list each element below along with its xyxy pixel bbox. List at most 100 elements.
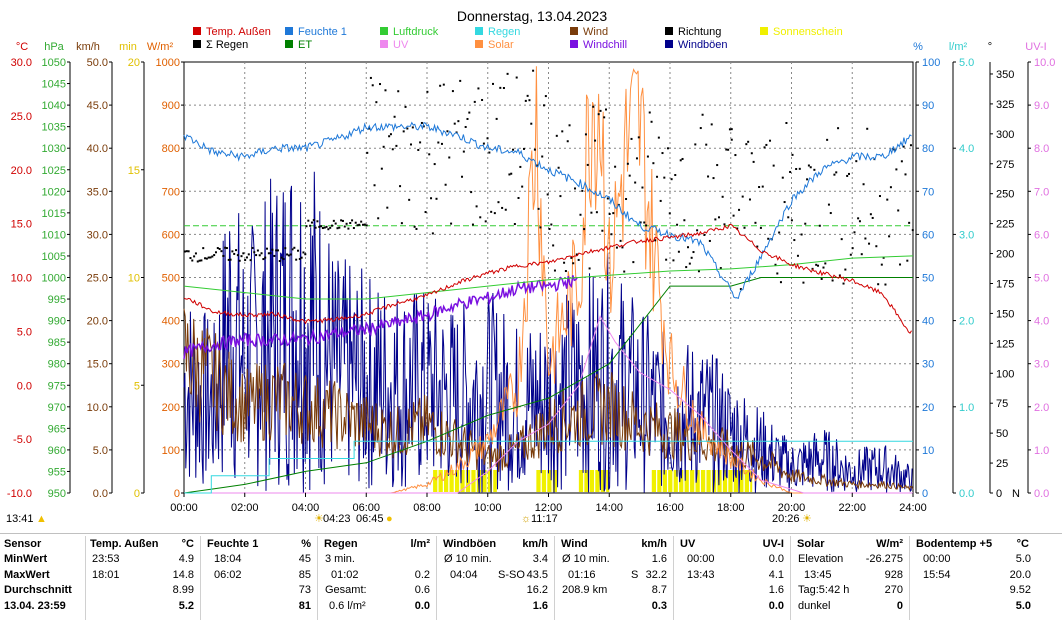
direction-dot [296, 249, 299, 252]
sunshine-bar [717, 470, 722, 492]
stats-value: 0.0 [768, 599, 784, 612]
direction-dot [783, 201, 786, 204]
tick-label: 955 [48, 466, 66, 478]
stats-value: 928 [884, 568, 903, 581]
direction-dot [897, 209, 900, 212]
stats-temp-unit: °C [181, 538, 194, 550]
stats-regen-title: Regen [324, 538, 358, 550]
direction-dot [612, 212, 615, 215]
direction-dot [621, 246, 624, 249]
sunshine-bar [744, 470, 749, 492]
direction-dot [815, 263, 818, 266]
stats-value: 1.6 [532, 599, 548, 612]
right-axes: %1009080706050403020100l/m²5.04.03.02.01… [913, 41, 1055, 500]
direction-dot [426, 90, 429, 93]
direction-dot [373, 184, 376, 187]
direction-dot [603, 116, 606, 119]
direction-dot [444, 183, 447, 186]
stats-value: -26.275 [865, 553, 903, 565]
direction-dot [258, 254, 261, 257]
direction-dot [559, 195, 562, 198]
direction-dot [512, 148, 515, 151]
stats-feuchte-title: Feuchte 1 [207, 538, 259, 550]
axis-unit: km/h [76, 41, 100, 53]
direction-dot [822, 266, 825, 269]
direction-dot [748, 198, 751, 201]
direction-dot [267, 252, 270, 255]
direction-dot [211, 255, 214, 258]
direction-dot [772, 164, 775, 167]
direction-dot [377, 217, 380, 220]
sunshine-bar [679, 470, 684, 492]
tick-label: 325 [996, 99, 1014, 111]
direction-dot [325, 225, 328, 228]
stats-wind: Wind km/h Ø 10 min. 1.6 01:16 S 32.2 208.9 k… [556, 536, 674, 620]
sunshine-bar [541, 470, 547, 492]
direction-dot [442, 83, 445, 86]
direction-dot [677, 250, 680, 253]
direction-dot [752, 160, 755, 163]
direction-dot [207, 256, 210, 259]
tick-label: 1030 [42, 143, 66, 155]
tick-label: 08:00 [413, 502, 441, 514]
direction-dot [497, 201, 500, 204]
stats-uv-title: UV [680, 538, 696, 550]
tick-label: 1000 [156, 57, 180, 69]
sunshine-bar [690, 470, 695, 492]
sunshine-bar [460, 470, 465, 492]
tick-label: 70 [922, 186, 934, 198]
tick-label: 60 [922, 229, 934, 241]
direction-dot [424, 211, 427, 214]
axis-unit: W/m² [147, 41, 174, 53]
tick-label: 1.0 [1034, 445, 1049, 457]
direction-dot [701, 113, 704, 116]
direction-dot [347, 227, 350, 230]
tick-label: 20.0 [87, 316, 108, 328]
tick-label: 600 [162, 229, 180, 241]
sunshine-bar [606, 470, 610, 492]
direction-dot [329, 226, 332, 229]
direction-dot [697, 270, 700, 273]
tick-label: 2.0 [959, 316, 974, 328]
direction-dot [563, 261, 566, 264]
direction-dot [453, 122, 456, 125]
sunshine-bar [662, 470, 667, 492]
tick-label: 15.0 [87, 359, 108, 371]
tick-label: 100 [922, 57, 940, 69]
direction-dot [318, 225, 321, 228]
direction-dot [765, 143, 768, 146]
stats-row-label: Durchschnitt [4, 584, 72, 596]
tick-label: 250 [996, 189, 1014, 201]
dawn-icon: ● [386, 513, 393, 525]
stats-solar-title: Solar [797, 538, 825, 550]
direction-dot [632, 261, 635, 264]
tick-label: -5.0 [13, 434, 32, 446]
direction-dot [260, 252, 263, 255]
stats-value: 8.7 [651, 584, 667, 596]
direction-dot [630, 137, 633, 140]
direction-dot [451, 90, 454, 93]
direction-dot [802, 281, 805, 284]
direction-dot [586, 163, 589, 166]
direction-dot [685, 266, 688, 269]
direction-dot [238, 259, 241, 262]
tick-label: 02:00 [231, 502, 259, 514]
direction-dot [360, 220, 363, 223]
direction-dot [528, 99, 531, 102]
direction-dot [756, 245, 759, 248]
tick-label: 275 [996, 159, 1014, 171]
stats-value: 1.6 [768, 584, 784, 596]
direction-dot [273, 254, 276, 257]
direction-dot [440, 142, 443, 145]
direction-dot [280, 256, 283, 259]
direction-dot [628, 174, 631, 177]
tick-label: 1020 [42, 186, 66, 198]
direction-dot [710, 123, 713, 126]
sunshine-bar [739, 470, 744, 492]
direction-dot [282, 258, 285, 261]
stats-value: 5.0 [1015, 599, 1031, 612]
stats-time: 3 min. [325, 553, 355, 565]
direction-dot [717, 216, 720, 219]
direction-dot [459, 79, 462, 82]
stats-time: Ø 10 min. [444, 553, 492, 565]
